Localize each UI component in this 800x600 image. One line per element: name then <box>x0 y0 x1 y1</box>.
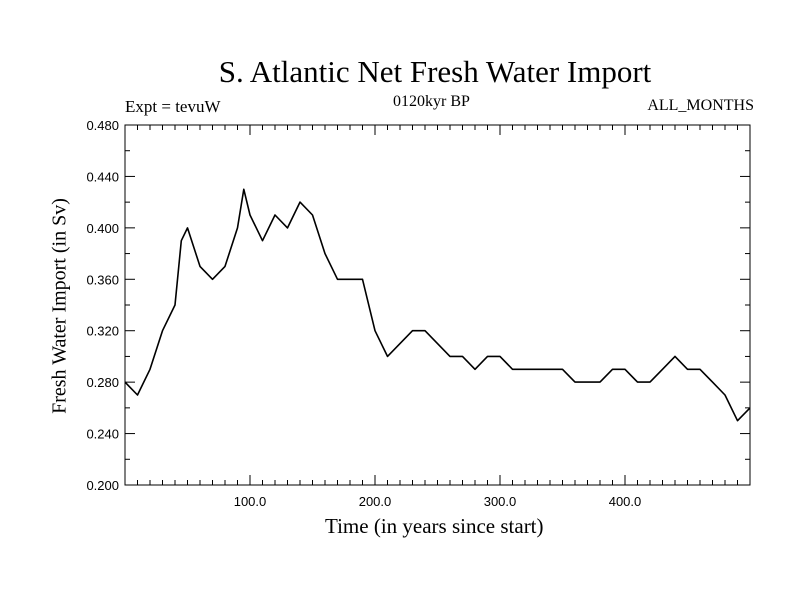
y-tick-label: 0.200 <box>86 478 119 493</box>
x-tick-label: 200.0 <box>359 494 392 509</box>
y-tick-label: 0.320 <box>86 324 119 339</box>
chart-title: S. Atlantic Net Fresh Water Import <box>218 54 652 89</box>
chart-subtitle: 0120kyr BP <box>393 93 470 110</box>
experiment-label: Expt = tevuW <box>125 97 221 116</box>
axis-ticks: 100.0 200.0 300.0 400.0 0.200 0.240 0.280 0.320… <box>86 118 750 509</box>
series-group <box>124 188 751 422</box>
y-tick-label: 0.400 <box>86 221 119 236</box>
y-tick-label: 0.480 <box>86 118 119 133</box>
y-tick-label: 0.360 <box>86 272 119 287</box>
plot-frame <box>124 124 751 486</box>
y-tick-label: 0.280 <box>86 375 119 390</box>
y-tick-label: 0.240 <box>86 427 119 442</box>
y-tick-label: 0.440 <box>86 169 119 184</box>
months-label: ALL_MONTHS <box>647 97 754 114</box>
x-tick-label: 300.0 <box>484 494 517 509</box>
x-tick-label: 400.0 <box>609 494 642 509</box>
x-tick-label: 100.0 <box>234 494 267 509</box>
series-line <box>124 188 751 422</box>
x-axis-label: Time (in years since start) <box>325 514 544 538</box>
